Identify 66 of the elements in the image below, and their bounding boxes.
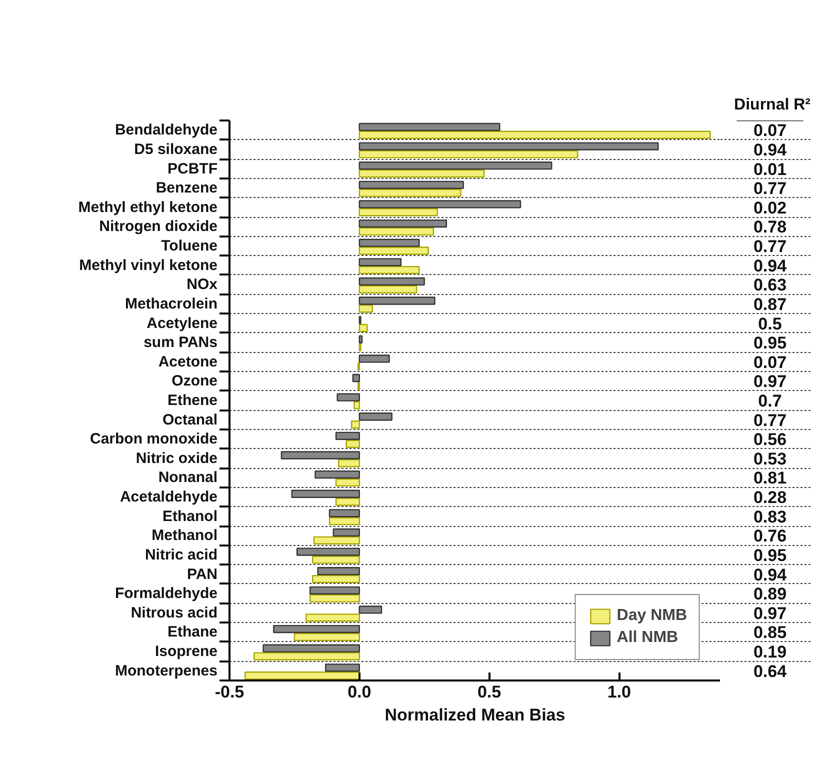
y-tick-label: Benzene xyxy=(156,180,218,197)
text: 0.87 xyxy=(753,294,787,314)
y-tick-label: D5 siloxane xyxy=(134,140,218,158)
y-tick-label: Carbon monoxide xyxy=(90,430,218,448)
y-tick-label: Methyl ethyl ketone xyxy=(78,198,218,216)
text: 0.01 xyxy=(753,160,787,179)
text: 0.77 xyxy=(753,237,787,256)
y-tick-label: Octanal xyxy=(162,411,218,428)
text: 0.53 xyxy=(753,449,787,468)
y-tick-label: Methacrolein xyxy=(124,295,218,312)
y-tick-label: Formaldehyde xyxy=(114,585,218,602)
text: 0.28 xyxy=(753,488,787,508)
y-tick-label: Ethane xyxy=(167,624,218,641)
text: 0.78 xyxy=(753,218,787,237)
y-tick-label: Nitrous acid xyxy=(130,604,218,622)
text: 0.64 xyxy=(753,662,788,681)
text: 0.94 xyxy=(753,140,788,160)
text: 0.07 xyxy=(753,121,787,140)
text: 0.95 xyxy=(753,546,787,565)
text: 0.56 xyxy=(753,430,787,450)
text: 0.97 xyxy=(753,372,787,392)
text: 0.19 xyxy=(753,642,787,662)
y-tick-label: Nitric acid xyxy=(144,546,218,564)
text: 0.63 xyxy=(753,276,787,295)
legend-label: All NMB xyxy=(616,629,678,647)
text: 0.7 xyxy=(758,392,782,410)
y-tick-label: Methanol xyxy=(152,527,218,544)
text: 0.94 xyxy=(753,565,788,584)
text: 0.07 xyxy=(753,352,787,372)
x-tick-label: 0.5 xyxy=(477,682,502,702)
text: 0.97 xyxy=(753,604,787,623)
y-tick-label: Ethene xyxy=(167,392,218,409)
x-tick-label: 0.0 xyxy=(348,682,372,702)
y-tick-label: Ethanol xyxy=(162,508,218,525)
y-tick-label: Nitrogen dioxide xyxy=(99,218,218,236)
text: 0.95 xyxy=(753,334,787,353)
x-axis-title: Normalized Mean Bias xyxy=(384,706,566,724)
y-tick-label: Nonanal xyxy=(158,469,218,486)
y-tick-label: Isoprene xyxy=(154,643,218,660)
y-tick-label: Methyl vinyl ketone xyxy=(79,256,218,274)
y-tick-label: sum PANs xyxy=(144,334,218,352)
text: 0.5 xyxy=(758,314,782,334)
text: 0.85 xyxy=(753,623,787,642)
text: 0.94 xyxy=(753,256,788,276)
y-tick-label: Toluene xyxy=(161,238,218,255)
x-tick-label: -0.5 xyxy=(214,682,244,702)
y-tick-label: NOx xyxy=(186,276,218,294)
y-tick-label: Ozone xyxy=(172,372,218,390)
text: 0.77 xyxy=(753,410,787,430)
text: 0.02 xyxy=(753,198,787,218)
y-tick-label: Acetylene xyxy=(146,314,218,332)
text: 0.89 xyxy=(753,584,787,604)
y-tick-label: Acetaldehyde xyxy=(120,488,218,506)
text: 0.77 xyxy=(753,179,787,198)
legend-label: Day NMB xyxy=(616,607,687,625)
y-tick-label: PAN xyxy=(186,566,218,583)
text: 0.76 xyxy=(753,526,787,546)
y-tick-label: PCBTF xyxy=(168,160,218,178)
y-tick-label: Acetone xyxy=(158,353,218,370)
text: Diurnal R² xyxy=(734,96,811,114)
text: 0.81 xyxy=(753,468,787,488)
text: 0.83 xyxy=(753,507,787,526)
y-tick-label: Nitric oxide xyxy=(136,450,218,467)
y-tick-label: Bendaldehyde xyxy=(114,122,218,139)
x-tick-label: 1.0 xyxy=(607,682,632,702)
y-tick-label: Monoterpenes xyxy=(114,662,218,680)
